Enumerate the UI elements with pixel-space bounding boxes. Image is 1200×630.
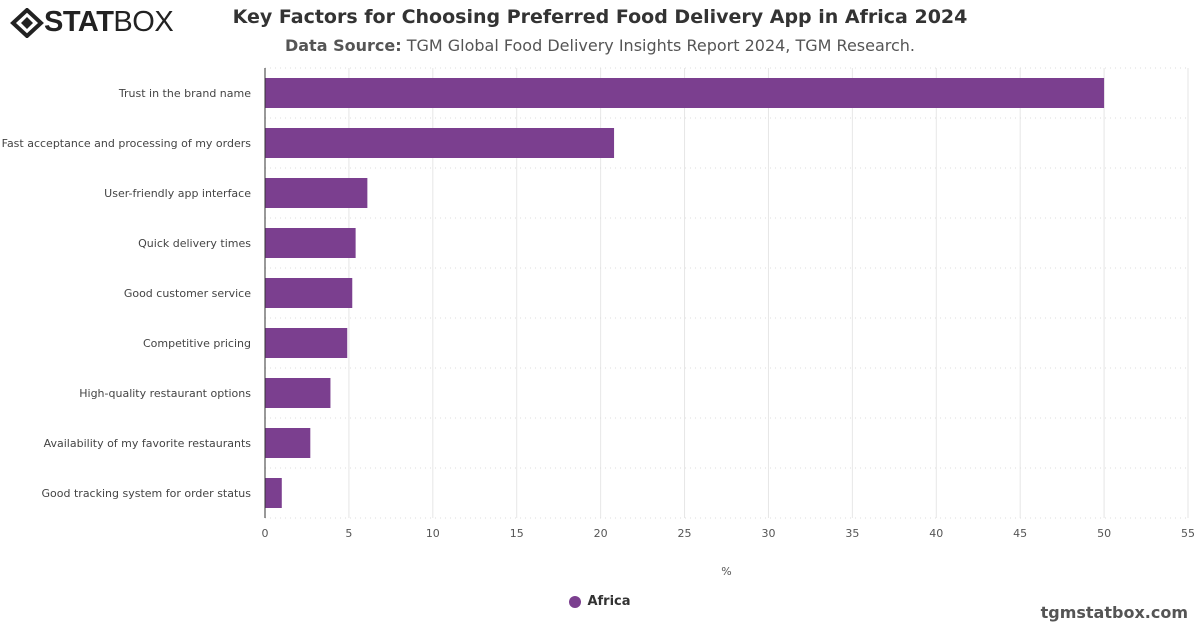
x-tick-label: 50 — [1097, 527, 1111, 540]
bar — [265, 378, 331, 408]
bar — [265, 228, 356, 258]
category-label: Fast acceptance and processing of my ord… — [2, 137, 252, 150]
x-tick-label: 40 — [929, 527, 943, 540]
logo-light: BOX — [113, 6, 174, 38]
bar — [265, 78, 1105, 108]
x-tick-label: 55 — [1181, 527, 1195, 540]
legend-dot-icon — [569, 595, 582, 608]
x-tick-label: 20 — [594, 527, 608, 540]
legend-label: Africa — [587, 594, 631, 609]
x-tick-label: 25 — [678, 527, 692, 540]
category-label: Quick delivery times — [138, 237, 251, 250]
logo-bold: STAT — [44, 6, 114, 38]
x-tick-label: 5 — [345, 527, 352, 540]
x-tick-label: 30 — [761, 527, 775, 540]
source-label: Data Source: — [284, 36, 402, 55]
statbox-logo: STATBOX — [10, 6, 174, 39]
footer-site: tgmstatbox.com — [1040, 603, 1188, 622]
bar — [265, 128, 615, 158]
x-tick-label: 35 — [845, 527, 859, 540]
category-label: Good tracking system for order status — [42, 487, 252, 500]
x-tick-label: 10 — [426, 527, 440, 540]
source-text: TGM Global Food Delivery Insights Report… — [406, 36, 916, 55]
legend[interactable]: Africa — [0, 594, 1200, 609]
category-label: Competitive pricing — [143, 337, 251, 350]
category-label: Availability of my favorite restaurants — [44, 437, 252, 450]
category-label: High-quality restaurant options — [79, 387, 251, 400]
category-label: Trust in the brand name — [118, 87, 251, 100]
x-axis-title: % — [721, 565, 731, 578]
category-label: User-friendly app interface — [104, 187, 251, 200]
x-tick-label: 45 — [1013, 527, 1027, 540]
bar — [265, 278, 353, 308]
bar — [265, 428, 311, 458]
x-tick-label: 15 — [510, 527, 524, 540]
x-tick-label: 0 — [262, 527, 269, 540]
bar — [265, 178, 368, 208]
chart-subtitle: Data Source: TGM Global Food Delivery In… — [0, 36, 1200, 55]
diamond-logo-icon — [10, 7, 44, 38]
bar — [265, 478, 282, 508]
category-label: Good customer service — [124, 287, 251, 300]
chart-title: Key Factors for Choosing Preferred Food … — [232, 6, 968, 28]
bar — [265, 328, 348, 358]
